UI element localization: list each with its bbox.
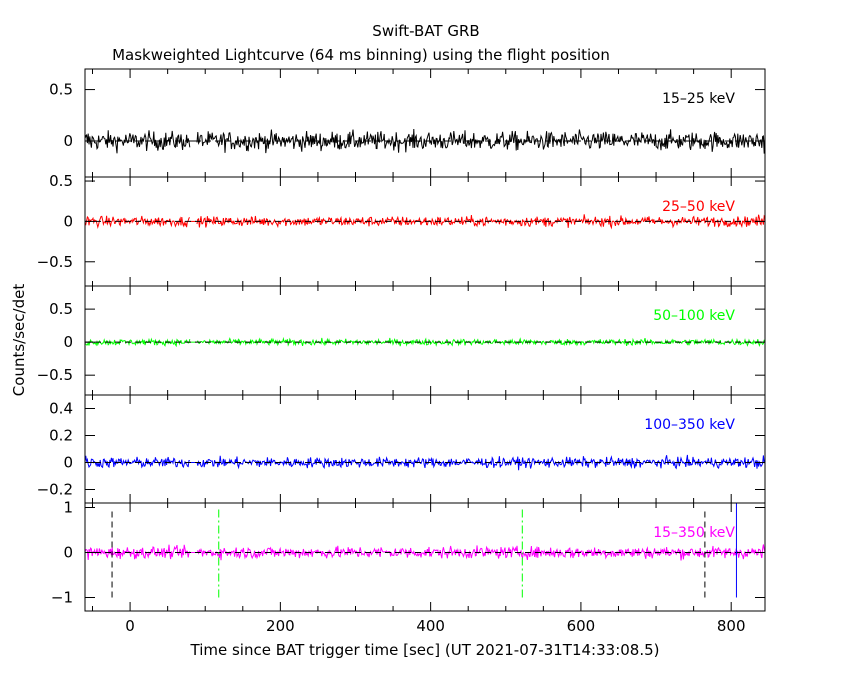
y-tick-label: −0.2 <box>37 481 73 499</box>
x-tick-label: 0 <box>125 617 135 635</box>
panels-group: 0 0.5 15–25 keV −0.5 0 0.5 25–50 keV −0.5 0 0.5 50… <box>37 68 766 635</box>
y-tick-label: −0.5 <box>37 366 73 384</box>
x-tick-label: 800 <box>717 617 746 635</box>
series-label: 15–25 keV <box>662 91 735 107</box>
x-tick-label: 600 <box>567 617 596 635</box>
x-axis-label: Time since BAT trigger time [sec] (UT 20… <box>190 641 660 659</box>
panel-2: −0.5 0 0.5 25–50 keV <box>37 172 766 287</box>
panel-5: −1 0 1 15–350 keV <box>51 499 766 612</box>
panel-frame <box>84 176 766 287</box>
y-tick-label: −1 <box>51 589 73 607</box>
x-tick-label: 400 <box>416 617 445 635</box>
panel-frame <box>84 68 766 178</box>
series-label: 50–100 keV <box>653 308 735 324</box>
series-label: 15–350 keV <box>653 525 735 541</box>
chart-subtitle: Maskweighted Lightcurve (64 ms binning) … <box>112 46 610 64</box>
series-label: 25–50 keV <box>662 199 735 215</box>
y-tick-label: 0 <box>63 454 73 472</box>
x-tick-label: 200 <box>266 617 295 635</box>
y-tick-label: 0.4 <box>49 400 73 418</box>
series-line <box>85 454 765 471</box>
panel-frame <box>84 394 766 504</box>
y-axis-label: Counts/sec/det <box>10 284 28 397</box>
y-tick-label: 0 <box>63 544 73 562</box>
y-tick-label: 0.5 <box>49 81 73 99</box>
series-line <box>85 214 765 230</box>
y-tick-label: 0 <box>63 333 73 351</box>
panel-3: −0.5 0 0.5 50–100 keV <box>37 285 766 396</box>
panel-4: −0.2 0 0.2 0.4 100–350 keV <box>37 394 766 504</box>
y-tick-label: 0.5 <box>49 172 73 190</box>
y-tick-label: 0 <box>63 132 73 150</box>
y-tick-label: 0.5 <box>49 300 73 318</box>
panel-1: 0 0.5 15–25 keV <box>49 68 766 178</box>
chart-title: Swift-BAT GRB <box>372 22 479 40</box>
y-tick-label: 0 <box>63 212 73 230</box>
panel-frame <box>84 502 766 612</box>
y-tick-label: −0.5 <box>37 253 73 271</box>
y-tick-label: 1 <box>63 499 73 517</box>
y-tick-label: 0.2 <box>49 427 73 445</box>
series-label: 100–350 keV <box>644 417 735 433</box>
